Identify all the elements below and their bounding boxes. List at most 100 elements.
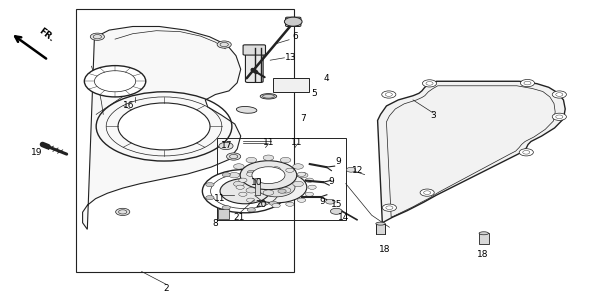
- Text: 9: 9: [329, 177, 335, 186]
- Circle shape: [217, 41, 231, 48]
- Circle shape: [420, 189, 434, 196]
- Circle shape: [229, 172, 240, 178]
- Circle shape: [293, 181, 303, 187]
- Text: 8: 8: [212, 219, 218, 228]
- Text: 2: 2: [163, 284, 169, 293]
- Circle shape: [84, 66, 146, 97]
- Text: 13: 13: [285, 53, 297, 62]
- Circle shape: [269, 177, 277, 181]
- Text: 19: 19: [31, 148, 42, 157]
- Text: 12: 12: [352, 166, 364, 175]
- Text: 21: 21: [234, 213, 245, 222]
- Circle shape: [346, 167, 356, 172]
- Circle shape: [422, 80, 437, 87]
- Circle shape: [236, 185, 244, 189]
- Circle shape: [272, 203, 280, 208]
- Bar: [273, 78, 309, 92]
- Circle shape: [252, 167, 285, 184]
- Circle shape: [90, 33, 104, 40]
- Circle shape: [222, 172, 230, 177]
- Circle shape: [116, 208, 130, 216]
- Text: 18: 18: [379, 245, 391, 254]
- Circle shape: [258, 202, 267, 206]
- Circle shape: [247, 198, 255, 202]
- Circle shape: [245, 172, 307, 203]
- Circle shape: [278, 189, 286, 193]
- Circle shape: [239, 178, 247, 182]
- Ellipse shape: [479, 232, 489, 235]
- Bar: [218, 209, 229, 219]
- Text: 9: 9: [336, 157, 342, 166]
- Circle shape: [272, 167, 280, 171]
- Text: 18: 18: [477, 250, 489, 259]
- Circle shape: [258, 168, 267, 172]
- Circle shape: [330, 208, 342, 214]
- Circle shape: [118, 103, 210, 150]
- Circle shape: [308, 185, 316, 189]
- Circle shape: [305, 192, 313, 196]
- Circle shape: [382, 91, 396, 98]
- Circle shape: [519, 149, 533, 156]
- Text: 14: 14: [337, 213, 349, 222]
- Circle shape: [206, 196, 214, 200]
- Text: 3: 3: [430, 111, 436, 120]
- Circle shape: [284, 17, 302, 26]
- FancyBboxPatch shape: [286, 17, 301, 26]
- FancyBboxPatch shape: [245, 51, 263, 82]
- Polygon shape: [83, 26, 241, 229]
- Circle shape: [263, 155, 274, 160]
- Circle shape: [552, 91, 566, 98]
- Text: 7: 7: [300, 114, 306, 123]
- Circle shape: [280, 188, 291, 193]
- Circle shape: [219, 142, 233, 150]
- Circle shape: [234, 164, 244, 169]
- Circle shape: [247, 170, 255, 175]
- Ellipse shape: [260, 94, 277, 99]
- Bar: [76, 9, 294, 272]
- Bar: [479, 233, 489, 244]
- Circle shape: [326, 199, 335, 204]
- Circle shape: [269, 201, 277, 206]
- Circle shape: [297, 198, 306, 202]
- Circle shape: [247, 208, 255, 212]
- Circle shape: [222, 206, 230, 210]
- Ellipse shape: [376, 222, 385, 225]
- Text: 16: 16: [123, 101, 135, 110]
- Circle shape: [293, 164, 303, 169]
- Text: 11: 11: [214, 194, 225, 203]
- Text: FR.: FR.: [37, 27, 56, 44]
- Text: 9: 9: [320, 197, 326, 206]
- Polygon shape: [378, 81, 565, 223]
- Text: 4: 4: [323, 74, 329, 83]
- Circle shape: [297, 172, 308, 178]
- Text: 5: 5: [311, 89, 317, 98]
- Circle shape: [220, 178, 270, 204]
- Circle shape: [382, 204, 396, 211]
- Circle shape: [227, 153, 241, 160]
- Text: 17: 17: [221, 141, 232, 150]
- Circle shape: [552, 113, 566, 120]
- Circle shape: [246, 188, 257, 193]
- Circle shape: [297, 172, 306, 176]
- Circle shape: [234, 181, 244, 187]
- Circle shape: [206, 182, 214, 187]
- Circle shape: [247, 172, 255, 176]
- Text: 10: 10: [251, 178, 263, 187]
- Circle shape: [240, 161, 297, 190]
- Circle shape: [257, 178, 295, 197]
- Text: 11: 11: [263, 138, 274, 147]
- Text: 11: 11: [291, 138, 303, 147]
- Circle shape: [305, 178, 313, 182]
- Ellipse shape: [237, 107, 257, 113]
- Text: 20: 20: [255, 200, 267, 209]
- Circle shape: [286, 202, 294, 206]
- Bar: [217, 138, 346, 220]
- Circle shape: [263, 190, 274, 195]
- Text: 15: 15: [330, 200, 342, 209]
- Circle shape: [286, 168, 294, 172]
- Text: 6: 6: [292, 32, 298, 41]
- Circle shape: [239, 192, 247, 196]
- Circle shape: [202, 169, 287, 213]
- Bar: [376, 224, 385, 234]
- FancyBboxPatch shape: [243, 45, 266, 55]
